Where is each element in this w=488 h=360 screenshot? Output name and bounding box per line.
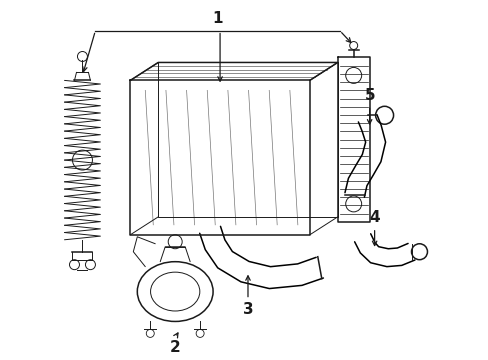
Text: 1: 1 (211, 11, 222, 26)
Text: 3: 3 (242, 302, 253, 317)
Text: 5: 5 (364, 88, 374, 103)
Text: 2: 2 (169, 340, 180, 355)
Text: 4: 4 (368, 210, 379, 225)
